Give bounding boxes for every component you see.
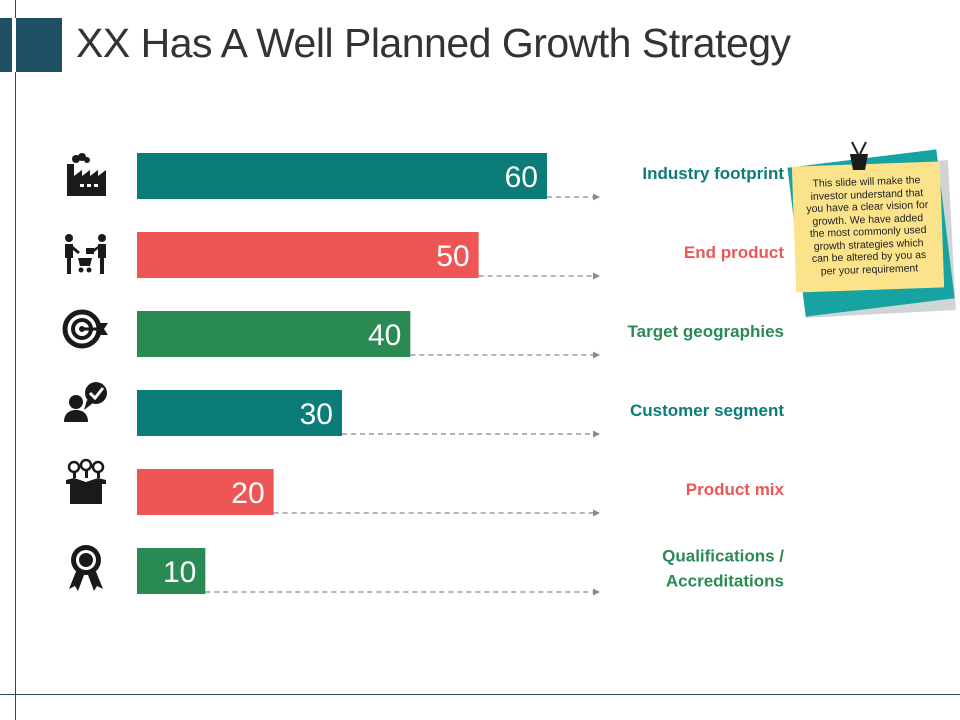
sticky-note: This slide will make the investor unders… (787, 141, 960, 320)
customer-chat-icon (64, 382, 107, 422)
category-label: Target geographies (628, 322, 785, 341)
bar-4 (137, 390, 342, 436)
category-label: End product (684, 243, 784, 262)
bar-value-label: 20 (231, 477, 264, 510)
connector-arrowhead (593, 193, 600, 201)
category-label: Customer segment (630, 401, 784, 420)
left-guide-line (15, 0, 16, 720)
factory-icon (67, 153, 106, 196)
bar-5 (137, 469, 274, 515)
handshake-cart-icon (65, 234, 106, 274)
category-label: Product mix (686, 480, 785, 499)
connector-arrowhead (593, 509, 600, 517)
connector-arrowhead (593, 351, 600, 359)
connector-arrowhead (593, 588, 600, 596)
bar-1 (137, 153, 547, 199)
product-box-icon (66, 458, 106, 504)
bar-value-label: 30 (300, 398, 333, 431)
bar-6 (137, 548, 206, 594)
title-accent-block (0, 18, 62, 72)
connector-arrowhead (593, 272, 600, 280)
footer-guide-line (0, 694, 960, 695)
category-label: Qualifications / (662, 547, 784, 566)
category-label: Accreditations (666, 572, 784, 591)
title-accent-stripe (12, 18, 16, 72)
category-label: Industry footprint (642, 164, 784, 183)
connector-arrowhead (593, 430, 600, 438)
bar-value-label: 50 (436, 240, 469, 273)
sticky-note-paper: This slide will make the investor unders… (791, 161, 945, 293)
bar-3 (137, 311, 411, 357)
bar-value-label: 40 (368, 319, 401, 352)
binder-clip-icon (850, 141, 868, 170)
bar-value-label: 60 (505, 161, 538, 194)
sticky-note-text: This slide will make the investor unders… (806, 174, 929, 278)
target-icon (62, 309, 108, 349)
page-title: XX Has A Well Planned Growth Strategy (76, 20, 791, 66)
bar-2 (137, 232, 479, 278)
award-ribbon-icon (69, 545, 103, 591)
bar-value-label: 10 (163, 556, 196, 589)
